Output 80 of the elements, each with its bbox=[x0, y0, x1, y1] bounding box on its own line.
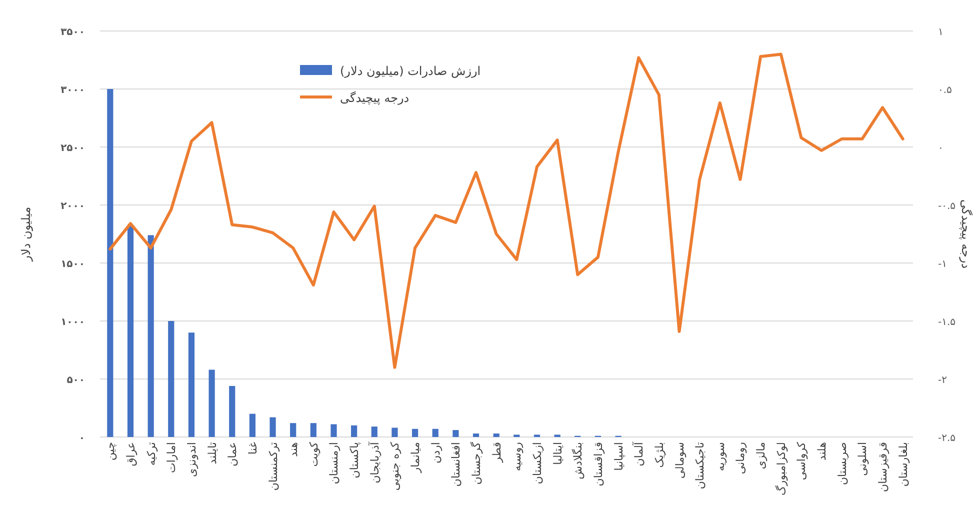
x-tick-label: مالزی bbox=[754, 442, 768, 470]
x-tick-label: لوکزامبورگ bbox=[774, 442, 788, 496]
bar bbox=[188, 332, 195, 437]
x-tick-label: هند bbox=[287, 442, 300, 457]
x-tick-label: اسلونی bbox=[856, 442, 870, 476]
x-tick-label: ازبکستان bbox=[530, 442, 544, 484]
y-tick-label: ۲۵۰۰ bbox=[60, 143, 85, 154]
x-tick-label: سوریه bbox=[714, 442, 727, 472]
x-tick-label: ترکمنستان bbox=[266, 442, 280, 491]
x-tick-label: کره جنوبی bbox=[388, 441, 402, 491]
x-tick-label: بنگلادش bbox=[572, 442, 585, 480]
x-tick-label: قزاقستان bbox=[592, 442, 605, 486]
y-tick-label: ۵۰۰ bbox=[66, 375, 85, 386]
y2-tick-label: ۱ bbox=[938, 27, 944, 38]
bar bbox=[472, 434, 480, 437]
y2-tick-label: ۰ bbox=[938, 143, 944, 154]
bar bbox=[310, 423, 316, 437]
x-tick-label: آذربایجان bbox=[367, 441, 382, 484]
y2-tick-label: -۱.۵ bbox=[938, 317, 956, 328]
x-tick-label: ارمنستان bbox=[328, 442, 341, 484]
bar bbox=[432, 428, 438, 437]
bar bbox=[229, 386, 236, 437]
x-tick-label: ترکیه bbox=[144, 442, 158, 466]
x-tick-label: روسیه bbox=[510, 442, 524, 472]
x-tick-label: تایلند bbox=[206, 442, 219, 464]
x-tick-label: بلغارستان bbox=[896, 442, 910, 487]
legend-label: درجه پیچیدگی bbox=[340, 91, 410, 105]
bar bbox=[493, 434, 500, 437]
bar bbox=[371, 426, 378, 437]
x-tick-label: هلند bbox=[816, 442, 829, 461]
x-tick-label: میانمار bbox=[409, 442, 422, 474]
x-tick-label: آلمان bbox=[632, 441, 646, 466]
bar bbox=[148, 235, 154, 437]
x-tick-label: کرواسی bbox=[795, 441, 808, 480]
y2-axis-title: درجه پیچیدگی bbox=[959, 199, 973, 269]
y2-tick-label: ۰.۵ bbox=[938, 85, 952, 96]
x-tick-label: کویت bbox=[307, 441, 320, 467]
bar bbox=[330, 424, 337, 437]
x-tick-label: ایتالیا bbox=[551, 442, 564, 465]
bar bbox=[290, 423, 296, 437]
y2-tick-label: -۲.۵ bbox=[938, 433, 956, 444]
x-tick-label: عمان bbox=[226, 442, 240, 466]
y2-tick-label: -۰.۵ bbox=[938, 201, 956, 212]
y2-tick-label: -۱ bbox=[938, 259, 947, 270]
x-tick-label: سومالی bbox=[673, 442, 686, 479]
bar bbox=[452, 430, 459, 437]
x-tick-label: امارات bbox=[165, 442, 178, 474]
bar bbox=[392, 428, 398, 437]
x-tick-label: قرقیزستان bbox=[876, 442, 890, 492]
x-tick-label: اسپانیا bbox=[612, 442, 626, 471]
x-tick-label: افغانستان bbox=[450, 442, 463, 487]
bar bbox=[351, 425, 358, 437]
y-tick-label: ۳۵۰۰ bbox=[60, 27, 85, 38]
bar bbox=[270, 417, 276, 437]
y2-tick-label: -۲ bbox=[938, 375, 947, 386]
legend-label: ارزش صادرات (میلیون دلار) bbox=[340, 64, 481, 78]
y-tick-label: ۰ bbox=[78, 433, 85, 444]
y-axis-title: میلیون دلار bbox=[19, 206, 33, 262]
x-tick-label: صربستان bbox=[836, 442, 849, 486]
x-tick-label: رومانی bbox=[734, 442, 748, 474]
x-tick-label: تاجیکستان bbox=[694, 442, 707, 490]
y-tick-label: ۲۰۰۰ bbox=[60, 201, 85, 212]
x-tick-label: اندونزی bbox=[185, 442, 198, 477]
y-tick-label: ۱۰۰۰ bbox=[60, 317, 85, 328]
x-tick-label: پاکستان bbox=[348, 442, 362, 478]
x-tick-label: چین bbox=[104, 442, 118, 460]
y-tick-label: ۳۰۰۰ bbox=[60, 85, 85, 96]
y-tick-label: ۱۵۰۰ bbox=[60, 259, 85, 270]
bar bbox=[208, 370, 215, 437]
bar bbox=[412, 428, 418, 437]
x-tick-label: غنا bbox=[246, 442, 260, 454]
x-tick-label: بلژیک bbox=[652, 442, 666, 468]
x-tick-label: قطر bbox=[490, 442, 504, 464]
bar bbox=[249, 414, 256, 437]
x-tick-label: اردن bbox=[429, 442, 442, 464]
x-tick-label: عراق bbox=[124, 442, 138, 466]
bar bbox=[168, 321, 174, 437]
x-tick-label: گرجستان bbox=[470, 441, 484, 485]
bar bbox=[127, 226, 134, 437]
bar bbox=[107, 89, 114, 437]
